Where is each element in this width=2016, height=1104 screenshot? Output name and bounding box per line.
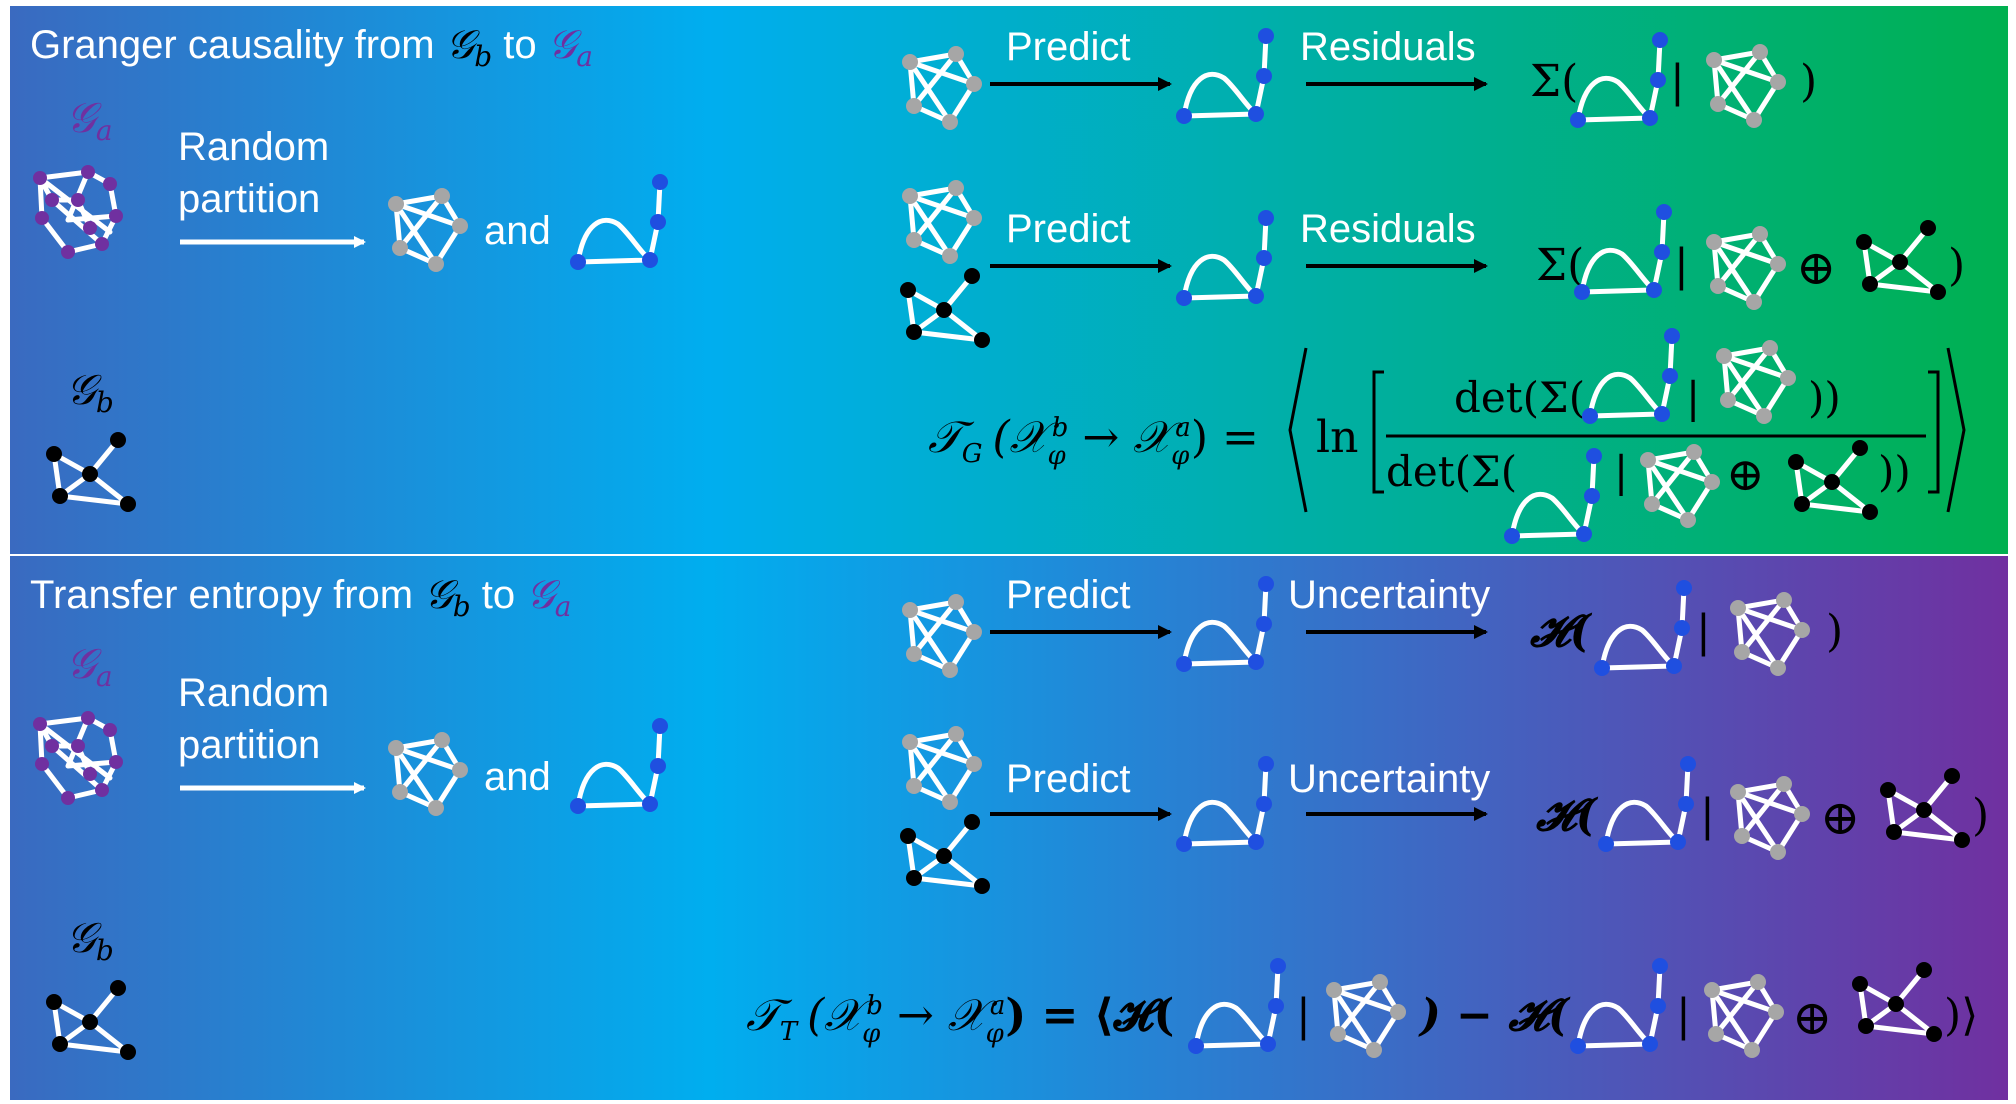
granger-row1-bar: | bbox=[1670, 56, 1685, 107]
granger-row2-residuals: Residuals bbox=[1300, 207, 1476, 251]
granger-row2-oplus: ⊕ bbox=[1796, 240, 1836, 296]
transfer-row2-uncertainty: Uncertainty bbox=[1288, 757, 1490, 801]
transfer-formula-bar-1: | bbox=[1296, 990, 1311, 1041]
transfer-row1-close: ) bbox=[1826, 606, 1843, 657]
granger-partition-label: Random partition bbox=[178, 125, 329, 221]
granger-row1-close: ) bbox=[1800, 56, 1817, 107]
transfer-row1-uncertainty: Uncertainty bbox=[1288, 573, 1490, 617]
transfer-title: Transfer entropy from 𝒢b to 𝒢a bbox=[30, 572, 571, 623]
granger-formula-angle-left bbox=[1288, 347, 1308, 513]
transfer-formula-lhs: 𝒯T (𝒳φb → 𝒳φa) = ⟨𝓗( bbox=[746, 990, 1174, 1049]
granger-formula-num-open: det(Σ( bbox=[1454, 373, 1585, 422]
granger-row2-sigma: Σ( bbox=[1536, 240, 1584, 291]
transfer-panel bbox=[10, 556, 2008, 1100]
granger-formula-num-bar: | bbox=[1686, 373, 1700, 422]
granger-formula-den-oplus: ⊕ bbox=[1726, 447, 1765, 501]
transfer-and-label: and bbox=[484, 755, 551, 799]
granger-row2-close: ) bbox=[1948, 240, 1965, 291]
transfer-row2-entropy: 𝓗( bbox=[1536, 790, 1599, 841]
transfer-row1-predict: Predict bbox=[1006, 573, 1131, 617]
transfer-formula-minus: ) − 𝓗( bbox=[1418, 990, 1571, 1041]
granger-formula-bracket-right bbox=[1928, 370, 1940, 494]
granger-title: Granger causality from 𝒢b to 𝒢a bbox=[30, 22, 593, 73]
transfer-formula-end: )⟩ bbox=[1944, 990, 1978, 1041]
granger-formula-ln: ln bbox=[1316, 412, 1358, 463]
transfer-row2-close: ) bbox=[1972, 790, 1989, 841]
granger-formula-bracket-left bbox=[1372, 370, 1384, 494]
transfer-row2-oplus: ⊕ bbox=[1820, 790, 1860, 846]
granger-formula-num-close: )) bbox=[1808, 373, 1841, 422]
transfer-row1-entropy: 𝓗( bbox=[1530, 606, 1593, 657]
granger-panel bbox=[10, 6, 2008, 554]
granger-formula-angle-right bbox=[1946, 347, 1966, 513]
transfer-formula-bar-2: | bbox=[1676, 990, 1691, 1041]
granger-and-label: and bbox=[484, 209, 551, 253]
granger-formula-den-close: )) bbox=[1878, 447, 1911, 496]
granger-row2-bar: | bbox=[1674, 240, 1689, 291]
transfer-row2-predict: Predict bbox=[1006, 757, 1131, 801]
granger-formula-den-open: det(Σ( bbox=[1386, 447, 1517, 496]
granger-row2-predict: Predict bbox=[1006, 207, 1131, 251]
transfer-row2-bar: | bbox=[1700, 790, 1715, 841]
granger-formula-den-bar: | bbox=[1614, 447, 1628, 496]
transfer-formula-oplus: ⊕ bbox=[1792, 990, 1832, 1046]
granger-row1-predict: Predict bbox=[1006, 25, 1131, 69]
granger-row1-residuals: Residuals bbox=[1300, 25, 1476, 69]
granger-row1-sigma: Σ( bbox=[1530, 56, 1578, 107]
transfer-partition-label: Random partition bbox=[178, 671, 329, 767]
transfer-row1-bar: | bbox=[1696, 606, 1711, 657]
